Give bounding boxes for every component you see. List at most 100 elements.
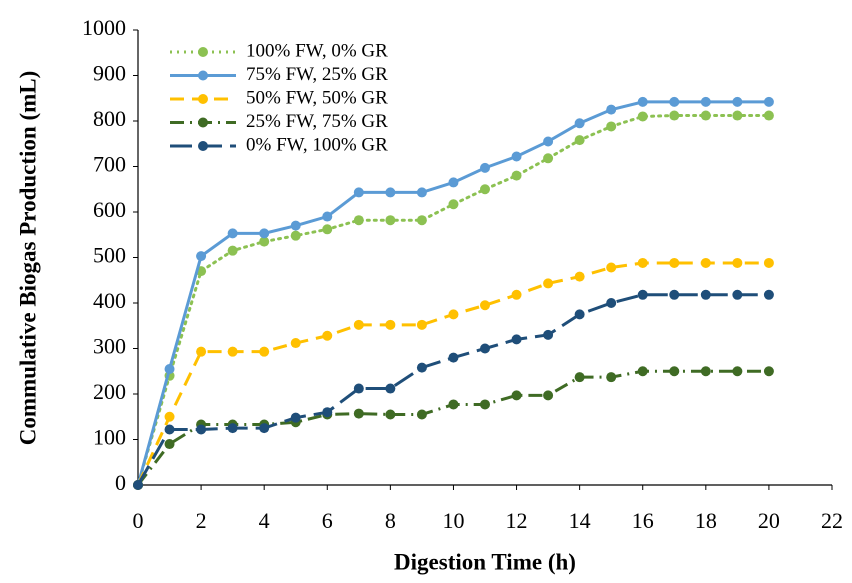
x-tick-label: 6 xyxy=(322,508,333,533)
data-point xyxy=(763,96,774,107)
data-point xyxy=(732,257,743,268)
data-point xyxy=(637,289,648,300)
x-tick-label: 20 xyxy=(758,508,780,533)
y-tick-label: 400 xyxy=(93,288,126,313)
data-point xyxy=(196,251,207,262)
data-point xyxy=(227,346,238,357)
data-point xyxy=(574,271,585,282)
data-point xyxy=(543,390,554,401)
data-point xyxy=(385,319,396,330)
data-point xyxy=(732,96,743,107)
y-tick-label: 900 xyxy=(93,61,126,86)
data-point xyxy=(385,409,396,420)
data-point xyxy=(606,372,617,383)
data-point xyxy=(480,300,490,311)
data-point xyxy=(480,162,490,173)
data-point xyxy=(448,399,459,410)
data-point xyxy=(322,330,333,341)
y-tick-label: 500 xyxy=(93,243,126,268)
data-point xyxy=(416,187,427,198)
legend-marker xyxy=(198,141,208,151)
x-tick-label: 0 xyxy=(133,508,144,533)
data-point xyxy=(637,257,648,268)
data-point xyxy=(416,215,427,226)
legend-marker xyxy=(198,94,208,104)
legend-marker xyxy=(198,47,208,57)
data-point xyxy=(164,424,175,435)
y-tick-label: 100 xyxy=(93,425,126,450)
data-point xyxy=(480,399,490,410)
x-axis-title: Digestion Time (h) xyxy=(394,549,576,574)
legend-label: 25% FW, 75% GR xyxy=(246,111,388,132)
data-point xyxy=(385,215,396,226)
data-point xyxy=(196,346,207,357)
y-axis-title: Commulative Biogas Production (mL) xyxy=(15,71,40,446)
y-tick-label: 700 xyxy=(93,152,126,177)
data-point xyxy=(574,135,585,146)
x-tick-label: 22 xyxy=(821,508,843,533)
data-point xyxy=(543,329,554,340)
data-point xyxy=(164,363,175,374)
data-point xyxy=(133,480,143,490)
x-tick-label: 16 xyxy=(632,508,654,533)
data-point xyxy=(290,412,301,423)
y-tick-label: 0 xyxy=(115,470,126,495)
data-point xyxy=(164,411,175,422)
data-point xyxy=(669,366,680,377)
data-point xyxy=(669,110,680,121)
data-point xyxy=(574,309,585,320)
data-point xyxy=(164,439,175,450)
data-point xyxy=(543,153,554,164)
legend-marker xyxy=(198,70,208,81)
data-point xyxy=(227,245,238,256)
data-point xyxy=(322,224,333,235)
data-point xyxy=(763,289,774,300)
data-point xyxy=(606,121,617,132)
data-point xyxy=(700,366,711,377)
x-tick-label: 2 xyxy=(196,508,207,533)
data-point xyxy=(259,346,270,357)
data-point xyxy=(543,136,554,147)
data-point xyxy=(353,383,364,394)
data-point xyxy=(669,96,680,107)
data-point xyxy=(637,366,648,377)
data-point xyxy=(290,220,301,231)
data-point xyxy=(259,228,270,239)
data-point xyxy=(606,262,617,273)
data-point xyxy=(416,409,427,420)
legend-label: 0% FW, 100% GR xyxy=(246,134,388,155)
data-point xyxy=(511,289,522,300)
data-point xyxy=(511,390,522,401)
data-point xyxy=(448,309,459,320)
data-point xyxy=(290,230,301,241)
data-point xyxy=(511,170,522,181)
data-point xyxy=(574,118,585,129)
data-point xyxy=(763,257,774,268)
y-tick-label: 200 xyxy=(93,379,126,404)
data-point xyxy=(480,184,490,195)
data-point xyxy=(259,236,270,247)
data-point xyxy=(700,96,711,107)
y-tick-label: 300 xyxy=(93,334,126,359)
data-point xyxy=(669,289,680,300)
data-point xyxy=(353,408,364,419)
data-point xyxy=(732,289,743,300)
data-point xyxy=(227,228,238,239)
x-tick-label: 12 xyxy=(506,508,528,533)
data-point xyxy=(322,407,333,418)
legend-label: 50% FW, 50% GR xyxy=(246,87,388,108)
legend-marker xyxy=(198,117,208,128)
data-point xyxy=(353,319,364,330)
data-point xyxy=(700,110,711,121)
data-point xyxy=(416,362,427,373)
data-point xyxy=(606,298,617,308)
data-point xyxy=(416,319,427,330)
data-point xyxy=(511,151,522,162)
x-tick-label: 14 xyxy=(569,508,591,533)
x-tick-label: 8 xyxy=(385,508,396,533)
y-tick-label: 800 xyxy=(93,106,126,131)
data-point xyxy=(259,423,270,434)
data-point xyxy=(669,257,680,268)
y-tick-label: 1000 xyxy=(82,15,126,40)
